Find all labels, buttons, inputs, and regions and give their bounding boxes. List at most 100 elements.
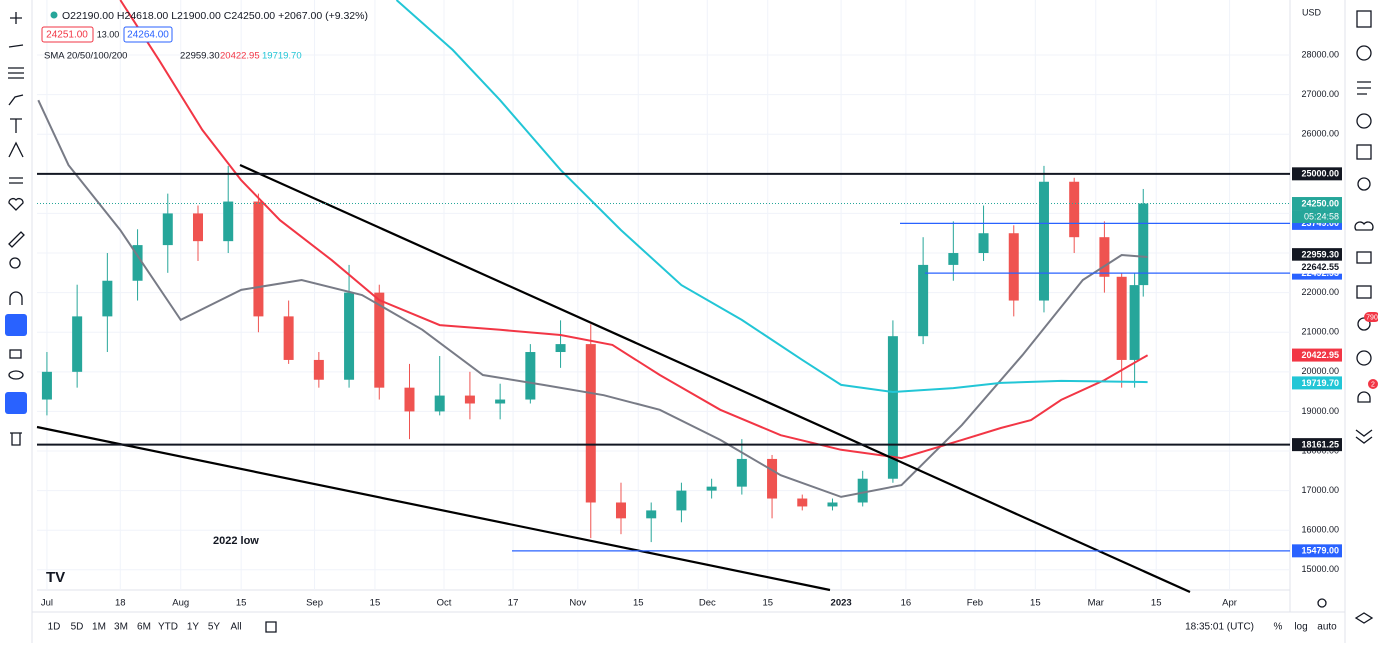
community[interactable] — [1357, 317, 1371, 331]
ohlc-value: O22190.00 — [62, 10, 114, 22]
ohlc-legend: O22190.00 H24618.00 L21900.00 C24250.00 … — [62, 10, 368, 22]
x-tick-label: 15 — [762, 598, 773, 609]
calendar[interactable] — [1356, 144, 1372, 160]
sell-button[interactable] — [41, 26, 94, 43]
candle-body — [797, 498, 808, 507]
line-tool[interactable] — [8, 44, 24, 48]
favorites[interactable] — [8, 198, 24, 211]
range-button[interactable]: 5Y — [208, 622, 221, 633]
level-label-box — [1292, 167, 1342, 181]
hotlists[interactable] — [1356, 113, 1372, 129]
moving-average — [395, 0, 1148, 394]
y-tick-label: 26000.00 — [1301, 129, 1339, 139]
text-tool[interactable] — [10, 118, 22, 133]
fib-tool[interactable] — [8, 67, 24, 79]
date-range-picker[interactable] — [265, 621, 277, 633]
trendline[interactable] — [36, 425, 831, 592]
candle-body — [646, 510, 657, 519]
notifications[interactable] — [1357, 391, 1371, 403]
chats[interactable] — [1356, 251, 1372, 264]
candle-body — [857, 478, 868, 503]
pattern-tool[interactable] — [8, 141, 24, 158]
badge — [1364, 312, 1378, 322]
x-tick-label: Oct — [437, 598, 452, 609]
range-button[interactable]: 3M — [114, 622, 128, 633]
magnet[interactable] — [9, 291, 23, 305]
clock: 18:35:01 (UTC) — [1185, 622, 1254, 633]
badge — [1368, 379, 1378, 389]
spread: 13.00 — [97, 29, 120, 39]
lock-drawing-active[interactable] — [5, 314, 27, 336]
streams[interactable] — [1354, 221, 1374, 231]
x-tick-label: Mar — [1088, 598, 1104, 609]
scale-option[interactable]: % — [1274, 622, 1283, 633]
scale-option[interactable]: auto — [1317, 622, 1337, 633]
x-tick-label: 15 — [1151, 598, 1162, 609]
alerts[interactable] — [1356, 45, 1372, 61]
candle-body — [887, 336, 898, 479]
range-button[interactable]: All — [230, 622, 241, 633]
candle-body — [555, 344, 566, 353]
chart-settings[interactable] — [1317, 598, 1327, 608]
y-tick-label: 28000.00 — [1301, 49, 1339, 59]
data-window[interactable] — [1357, 81, 1371, 95]
visibility[interactable] — [8, 370, 24, 380]
candle-body — [978, 233, 989, 254]
lock[interactable] — [9, 349, 22, 359]
candle-body — [1069, 181, 1080, 238]
buy-button[interactable] — [123, 26, 173, 43]
currency[interactable]: USD — [1302, 7, 1322, 17]
change: +2067.00 (+9.32%) — [278, 10, 368, 22]
x-tick-label: Jul — [41, 598, 53, 609]
indicator-value: 20422.95 — [220, 51, 260, 62]
indicator-value: 19719.70 — [262, 51, 302, 62]
annotation: 2022 low — [213, 535, 259, 547]
layers[interactable] — [1354, 612, 1374, 624]
collapse[interactable] — [1355, 429, 1373, 444]
zoom[interactable] — [9, 257, 21, 269]
y-tick-label: 17000.00 — [1301, 485, 1339, 495]
candle-body — [495, 399, 506, 404]
notes[interactable] — [1356, 285, 1372, 299]
countdown: 05:24:58 — [1304, 211, 1339, 221]
candle-body — [192, 213, 203, 242]
range-button[interactable]: 6M — [137, 622, 151, 633]
replay[interactable] — [1356, 350, 1372, 366]
badge-count: 2 — [1371, 381, 1375, 388]
left-toolbar — [5, 12, 27, 446]
range-button[interactable]: 1M — [92, 622, 106, 633]
x-tick-label: 15 — [236, 598, 247, 609]
range-button[interactable]: 5D — [71, 622, 84, 633]
buy-price: 24264.00 — [127, 30, 169, 41]
y-tick-label: 19000.00 — [1301, 406, 1339, 416]
link-active[interactable] — [5, 392, 27, 414]
ruler[interactable] — [8, 231, 25, 248]
watchlist[interactable] — [1356, 10, 1372, 28]
price-label: 20422.95 — [1301, 350, 1339, 360]
ohlc-value: H24618.00 — [117, 10, 169, 22]
brush-tool[interactable] — [8, 94, 24, 106]
crosshair-tool[interactable] — [10, 12, 22, 24]
candle-body — [253, 201, 264, 317]
logo: TV — [46, 569, 65, 586]
range-button[interactable]: YTD — [158, 622, 178, 633]
scale-option[interactable]: log — [1294, 622, 1307, 633]
badge-count: 790 — [1366, 314, 1378, 321]
range-button[interactable]: 1D — [48, 622, 61, 633]
range-button[interactable]: 1Y — [187, 622, 200, 633]
x-tick-label: 15 — [633, 598, 644, 609]
trendline[interactable] — [239, 163, 1191, 594]
price-label-box — [1292, 248, 1342, 262]
prediction-tool[interactable] — [9, 177, 23, 184]
ideas[interactable] — [1357, 177, 1371, 191]
price-label-box — [1292, 376, 1342, 390]
candle-body — [102, 280, 113, 317]
candle-body — [767, 458, 778, 499]
indicator-name[interactable]: SMA 20/50/100/200 — [44, 51, 127, 62]
x-tick-label: 16 — [901, 598, 912, 609]
candle-body — [918, 264, 929, 337]
trash[interactable] — [10, 432, 22, 446]
x-tick-label: 15 — [370, 598, 381, 609]
